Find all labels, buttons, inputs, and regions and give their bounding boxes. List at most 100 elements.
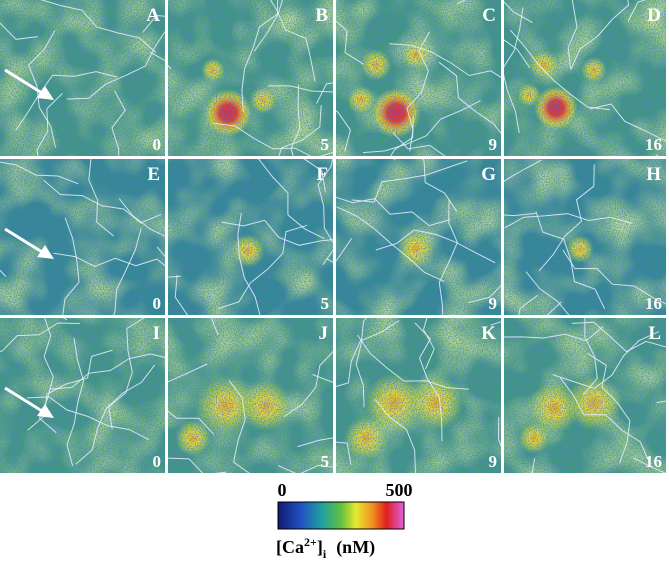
panel-time: 16 <box>645 135 662 154</box>
cell-outline <box>633 457 666 473</box>
cell-outline <box>504 212 536 217</box>
panel-speckle <box>0 159 165 315</box>
cell-outline <box>357 334 469 390</box>
colorbar-scale <box>277 501 405 530</box>
panel-letter: L <box>648 323 661 344</box>
panel: I0 <box>0 318 165 473</box>
panel-letter: B <box>315 5 328 26</box>
cell-outline <box>336 237 353 262</box>
panel-speckle <box>0 318 165 473</box>
panel: F5 <box>168 159 333 315</box>
cell-outline <box>362 100 481 154</box>
panel-time: 5 <box>321 452 330 471</box>
label-sup: 2+ <box>304 535 317 549</box>
panel-time: 9 <box>489 135 498 154</box>
cell-outline <box>142 14 165 33</box>
cell-outline <box>504 7 524 133</box>
panel-time: 0 <box>153 135 162 154</box>
panel-time: 5 <box>321 294 330 313</box>
cell-outline <box>66 30 165 100</box>
cell-outline <box>336 20 365 65</box>
panel-letter: I <box>153 323 160 344</box>
cell-outline <box>525 271 570 315</box>
cell-outline <box>49 353 165 390</box>
cell-outline <box>571 321 666 353</box>
arrow-head <box>37 86 54 100</box>
panel-time: 9 <box>489 452 498 471</box>
cell-outline <box>217 224 308 310</box>
cell-outline <box>0 161 79 185</box>
cell-outline <box>559 377 650 463</box>
colorbar: 0 500 [Ca2+]i (nM) <box>276 480 413 561</box>
cell-outline <box>504 39 531 68</box>
cell-outline <box>627 0 647 22</box>
label-part: [Ca <box>276 537 304 557</box>
panel: H 16 <box>504 159 666 315</box>
panel-time: 16 <box>645 294 662 313</box>
cell-outline <box>374 398 417 473</box>
cell-outline <box>168 363 208 383</box>
colorbar-max: 500 <box>386 480 413 500</box>
cell-outline <box>36 93 63 156</box>
panel-letter: C <box>482 5 496 26</box>
cell-outline <box>111 90 126 156</box>
cell-outline <box>438 61 501 135</box>
cell-outline <box>312 374 333 383</box>
panel: E0 <box>0 159 165 315</box>
cell-outline <box>269 0 316 82</box>
cell-outline <box>316 82 333 104</box>
panel-letter: K <box>481 323 496 344</box>
cell-outline <box>390 115 414 156</box>
cell-outline <box>40 0 156 53</box>
cell-outline <box>221 219 333 246</box>
arrow-shaft <box>4 386 43 413</box>
cell-outline <box>75 364 156 465</box>
cell-outline <box>303 159 326 193</box>
cell-outline <box>538 164 595 272</box>
cell-outline <box>589 103 666 141</box>
panel-speckle <box>504 159 666 315</box>
cell-outline <box>290 84 301 156</box>
panel: D 16 <box>504 0 666 156</box>
cell-outline <box>552 331 660 389</box>
cell-outline <box>336 320 400 387</box>
panel-speckle <box>336 159 501 315</box>
cell-outline <box>414 322 443 442</box>
cell-outline <box>531 458 536 473</box>
cell-outline <box>0 322 80 352</box>
cell-outline <box>26 396 150 441</box>
panel-time: 0 <box>153 452 162 471</box>
cell-outline <box>297 437 333 448</box>
cell-outline <box>88 159 115 237</box>
label-unit: (nM) <box>336 537 375 558</box>
cell-outline <box>62 217 80 315</box>
cell-outline <box>241 0 279 113</box>
panel-time: 5 <box>321 135 330 154</box>
cell-outline <box>406 31 430 152</box>
panel: L 16 <box>504 318 666 473</box>
panel: B5 <box>168 0 333 156</box>
panel-speckle <box>168 159 333 315</box>
cell-outline <box>535 211 606 310</box>
panel: C9 <box>336 0 501 156</box>
cell-outline <box>355 318 368 408</box>
cell-outline <box>570 0 630 70</box>
cell-outline <box>389 43 501 78</box>
cell-outline <box>567 0 578 70</box>
cell-outline <box>237 212 261 315</box>
cell-outline <box>253 0 283 52</box>
panel: A0 <box>0 0 165 156</box>
panel-letter: J <box>319 323 329 344</box>
panel-letter: H <box>646 164 661 185</box>
cell-outline <box>497 417 501 447</box>
cell-outline <box>118 198 165 237</box>
panel: G9 <box>336 159 501 315</box>
colorbar-label: [Ca2+]i (nM) <box>276 535 375 561</box>
cell-outline <box>518 294 538 315</box>
cell-outline <box>38 318 57 434</box>
cell-outline <box>268 85 333 93</box>
panel-letter: A <box>146 5 160 26</box>
cell-outline <box>467 284 501 304</box>
cell-outline <box>257 159 325 240</box>
cell-outline <box>392 132 446 156</box>
